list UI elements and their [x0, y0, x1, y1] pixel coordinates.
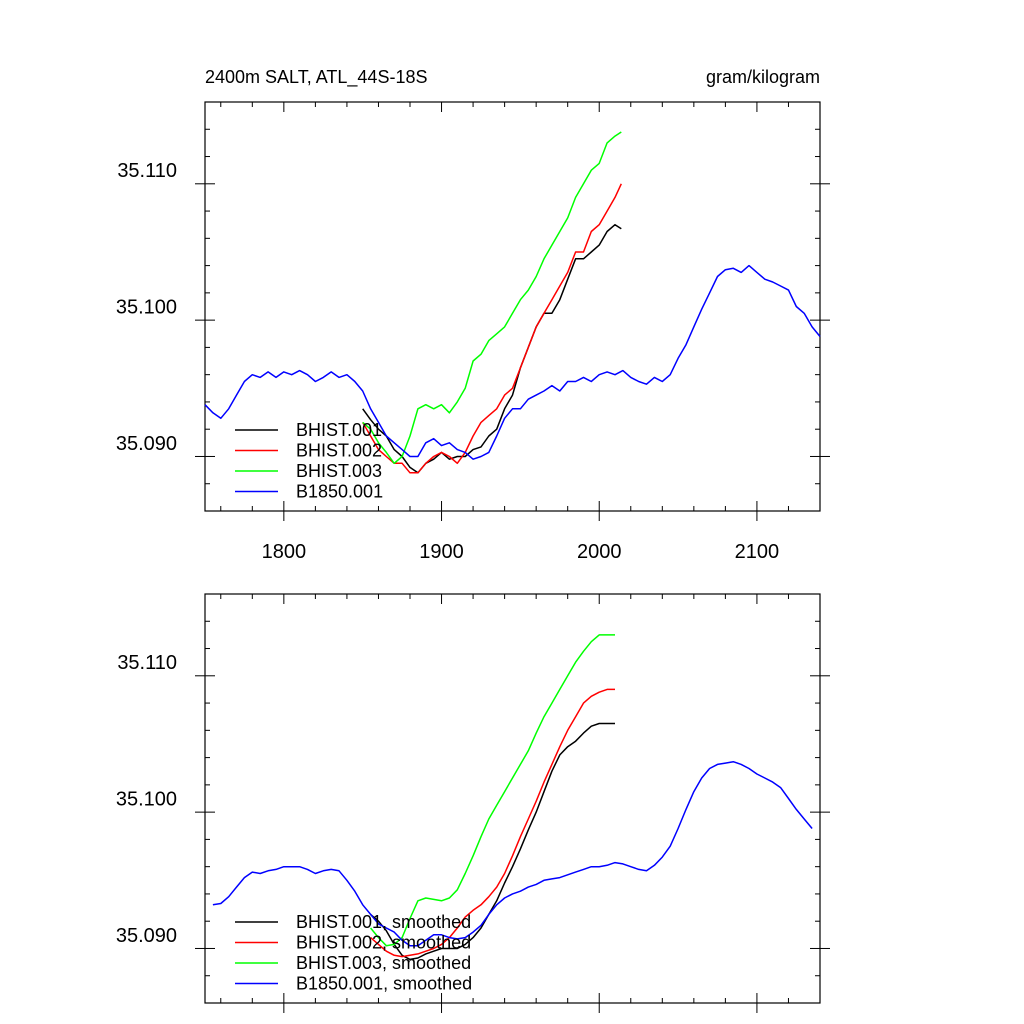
legend-label: BHIST.003 [296, 461, 382, 481]
legend-label: BHIST.001, smoothed [296, 912, 471, 932]
y-tick-label: 35.090 [116, 433, 177, 455]
y-tick-label: 35.100 [116, 297, 177, 319]
series-line-3 [212, 760, 813, 947]
top-chart-panel: 2400m SALT, ATL_44S-18S gram/kilogram 35… [116, 67, 830, 563]
axis-ticks [195, 101, 830, 521]
y-tick-label: 35.090 [116, 925, 177, 947]
y-tick-label: 35.100 [116, 789, 177, 811]
x-tick-label: 1900 [419, 541, 464, 563]
legend-label: BHIST.002 [296, 441, 382, 461]
plot-frame [204, 101, 821, 512]
series-line-1 [362, 183, 622, 474]
x-tick-label: 2100 [735, 541, 780, 563]
y-tick-label: 35.110 [117, 160, 177, 182]
series-line-2 [370, 634, 615, 947]
y-tick-labels: 35.090 35.100 35.110 [116, 652, 177, 947]
plot-frame [204, 593, 821, 1004]
chart-units: gram/kilogram [706, 67, 820, 87]
legend-label: B1850.001, smoothed [296, 974, 472, 994]
series-lines [204, 131, 821, 474]
chart-title: 2400m SALT, ATL_44S-18S [205, 67, 427, 88]
series-line-2 [362, 131, 622, 465]
legend-label: BHIST.001 [296, 420, 382, 440]
series-line-0 [370, 722, 615, 961]
y-tick-label: 35.110 [117, 652, 177, 674]
x-tick-label: 1800 [262, 541, 307, 563]
y-tick-labels: 35.090 35.100 35.110 [116, 160, 177, 455]
axis-ticks [195, 593, 830, 1013]
legend-label: B1850.001 [296, 482, 383, 502]
series-lines [212, 634, 813, 961]
series-line-3 [204, 264, 821, 460]
series-line-1 [370, 688, 615, 958]
x-tick-label: 2000 [577, 541, 622, 563]
x-tick-labels: 1800 1900 2000 2100 [262, 541, 780, 563]
series-line-0 [362, 223, 622, 474]
legend-label: BHIST.003, smoothed [296, 953, 471, 973]
legend-label: BHIST.002, smoothed [296, 933, 471, 953]
